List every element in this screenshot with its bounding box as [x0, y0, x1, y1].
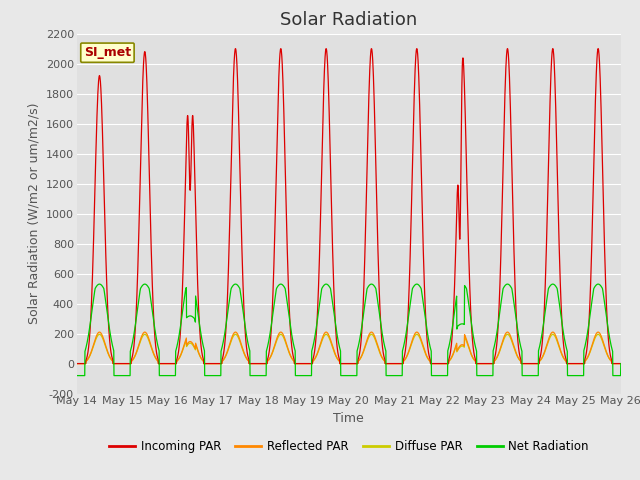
Y-axis label: Solar Radiation (W/m2 or um/m2/s): Solar Radiation (W/m2 or um/m2/s)	[28, 103, 40, 324]
Text: SI_met: SI_met	[84, 46, 131, 59]
Legend: Incoming PAR, Reflected PAR, Diffuse PAR, Net Radiation: Incoming PAR, Reflected PAR, Diffuse PAR…	[104, 435, 594, 458]
Title: Solar Radiation: Solar Radiation	[280, 11, 417, 29]
X-axis label: Time: Time	[333, 412, 364, 425]
